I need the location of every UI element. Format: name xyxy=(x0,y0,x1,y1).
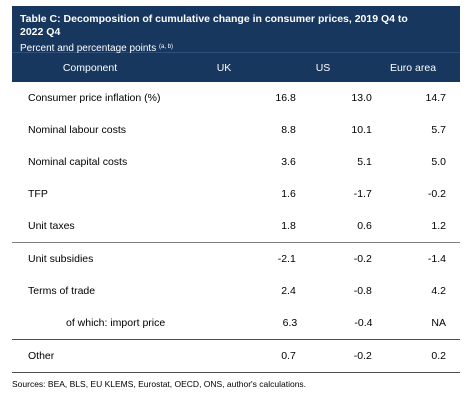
table-row: Consumer price inflation (%) 16.8 13.0 1… xyxy=(12,82,460,114)
cell-us: 0.6 xyxy=(357,220,372,232)
cell-uk: 2.4 xyxy=(281,285,296,297)
table-row: of which: import price 6.3 -0.4 NA xyxy=(12,307,460,339)
cell-uk: 1.8 xyxy=(281,220,296,232)
table-title: Table C: Decomposition of cumulative cha… xyxy=(20,13,452,39)
title-line-2: 2022 Q4 xyxy=(20,26,61,38)
cell-euro-area: 0.2 xyxy=(431,350,446,362)
row-label: Other xyxy=(28,350,55,362)
cell-euro-area: -0.2 xyxy=(427,188,446,200)
cell-us: -1.7 xyxy=(353,188,372,200)
subtitle-text: Percent and percentage points xyxy=(20,43,157,54)
table-row: Nominal capital costs 3.6 5.1 5.0 xyxy=(12,146,460,178)
table-bottom-rule xyxy=(12,372,460,373)
title-line-1: Table C: Decomposition of cumulative cha… xyxy=(20,13,408,25)
table-row: TFP 1.6 -1.7 -0.2 xyxy=(12,178,460,210)
row-label: Nominal capital costs xyxy=(28,156,128,168)
table-body: Consumer price inflation (%) 16.8 13.0 1… xyxy=(12,82,460,372)
table-row: Unit subsidies -2.1 -0.2 -1.4 xyxy=(12,242,460,275)
cell-euro-area: 5.7 xyxy=(431,124,446,136)
table-row: Nominal labour costs 8.8 10.1 5.7 xyxy=(12,114,460,146)
cell-uk: 8.8 xyxy=(281,124,296,136)
column-header-row: Component UK US Euro area xyxy=(12,52,460,82)
row-label: Terms of trade xyxy=(28,285,96,297)
cell-uk: -2.1 xyxy=(277,253,296,265)
row-label: Unit taxes xyxy=(28,220,75,232)
cell-us: -0.8 xyxy=(353,285,372,297)
row-label: TFP xyxy=(28,188,48,200)
cell-uk: 16.8 xyxy=(275,92,296,104)
table-row: Unit taxes 1.8 0.6 1.2 xyxy=(12,210,460,242)
cell-us: -0.2 xyxy=(353,350,372,362)
cell-us: 13.0 xyxy=(351,92,372,104)
cell-us: -0.4 xyxy=(354,317,373,329)
row-label: Consumer price inflation (%) xyxy=(28,92,161,104)
cell-euro-area: 5.0 xyxy=(431,156,446,168)
table-subtitle: Percent and percentage points (a, b) xyxy=(20,41,452,55)
table-row: Terms of trade 2.4 -0.8 4.2 xyxy=(12,275,460,307)
cell-euro-area: 4.2 xyxy=(431,285,446,297)
decomposition-table: Table C: Decomposition of cumulative cha… xyxy=(12,6,460,389)
cell-euro-area: -1.4 xyxy=(427,253,446,265)
cell-euro-area: 14.7 xyxy=(425,92,446,104)
row-label: of which: import price xyxy=(66,317,166,329)
table-header: Table C: Decomposition of cumulative cha… xyxy=(12,6,460,55)
column-header-euro-area: Euro area xyxy=(389,61,437,74)
subtitle-note: (a, b) xyxy=(159,44,174,50)
cell-us: 5.1 xyxy=(357,156,372,168)
cell-uk: 1.6 xyxy=(281,188,296,200)
cell-euro-area: 1.2 xyxy=(431,220,446,232)
cell-us: 10.1 xyxy=(351,124,372,136)
row-label: Nominal labour costs xyxy=(28,124,127,136)
cell-uk: 6.3 xyxy=(282,317,298,329)
cell-uk: 3.6 xyxy=(281,156,296,168)
cell-us: -0.2 xyxy=(353,253,372,265)
row-label: Unit subsidies xyxy=(28,253,94,265)
cell-euro-area: NA xyxy=(431,317,446,329)
column-header-component: Component xyxy=(62,61,118,74)
cell-uk: 0.7 xyxy=(281,350,296,362)
table-row: Other 0.7 -0.2 0.2 xyxy=(12,339,460,372)
column-header-uk: UK xyxy=(216,61,232,74)
source-note: Sources: BEA, BLS, EU KLEMS, Eurostat, O… xyxy=(12,379,307,389)
column-header-us: US xyxy=(315,61,331,74)
